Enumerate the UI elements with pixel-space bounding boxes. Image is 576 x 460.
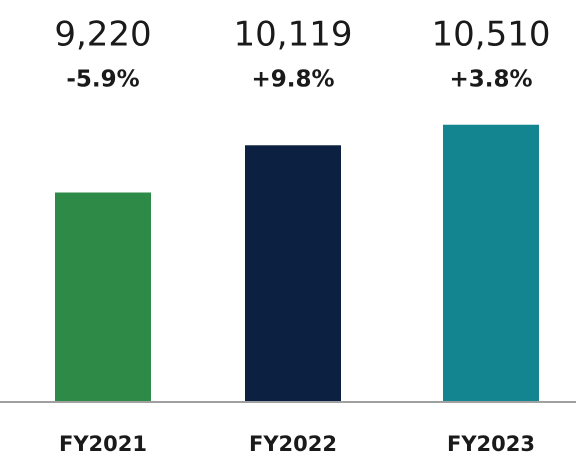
bar <box>245 145 341 401</box>
change-label: +9.8% <box>251 67 334 93</box>
x-tick-label: FY2022 <box>249 432 337 456</box>
value-label: 9,220 <box>54 15 151 55</box>
change-label: -5.9% <box>66 67 139 93</box>
bar <box>55 192 151 401</box>
value-label: 10,119 <box>234 15 353 55</box>
x-tick-label: FY2021 <box>59 432 147 456</box>
x-tick-label: FY2023 <box>447 432 535 456</box>
value-label: 10,510 <box>432 15 551 55</box>
change-label: +3.8% <box>449 67 532 93</box>
bar <box>443 124 539 401</box>
